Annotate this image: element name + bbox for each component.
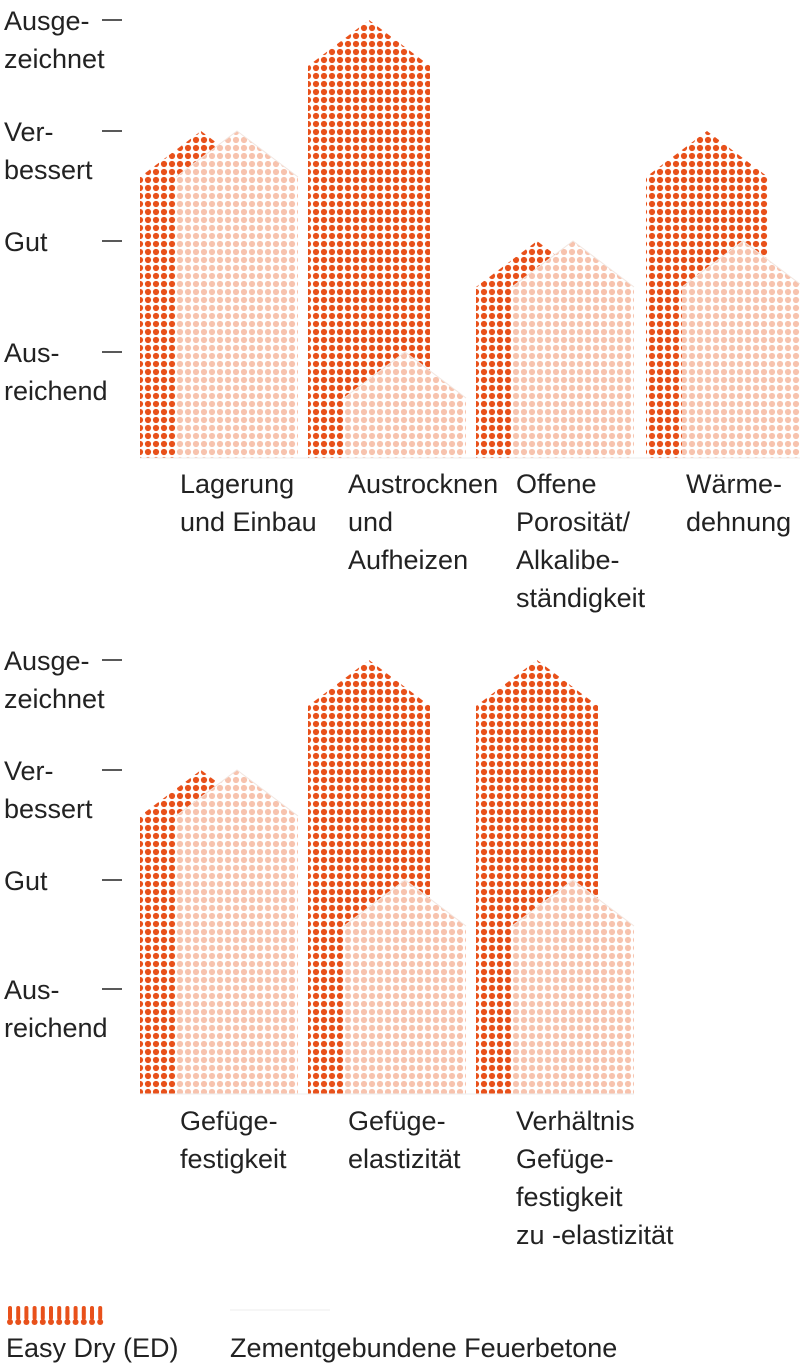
chart-panel-2: Aus-reichend Gut Ver-bessert Ausge-zeichnet… [4, 646, 674, 1250]
category-label: zu -elastizität [516, 1220, 674, 1250]
category-label: elastizität [348, 1144, 461, 1174]
y-tick-label: zeichnet [4, 44, 105, 74]
category-label: Wärme- [686, 469, 782, 499]
category-label: festigkeit [180, 1144, 287, 1174]
category-label: Alkalibe- [516, 545, 620, 575]
bar-cement-outline [175, 130, 299, 178]
category-label: und [348, 507, 393, 537]
legend-swatch-easy-dry [7, 1306, 104, 1325]
legend-label-easy-dry: Easy Dry (ED) [6, 1333, 179, 1363]
bar-group-1: Lagerung und Einbau [140, 130, 317, 537]
category-label: dehnung [686, 507, 791, 537]
category-label: Porosität/ [516, 507, 631, 537]
y-tick-label: Gut [4, 227, 48, 257]
category-label: Aufheizen [348, 545, 468, 575]
category-label: ständigkeit [516, 583, 646, 613]
bar-cement [512, 880, 634, 1094]
y-tick-label: reichend [4, 1013, 108, 1043]
category-label: Offene [516, 469, 597, 499]
legend-label-cement: Zementgebundene Feuerbetone [230, 1333, 617, 1363]
category-label: Gefüge- [516, 1144, 614, 1174]
category-label: festigkeit [516, 1182, 623, 1212]
bar-cement-outline [175, 769, 299, 817]
legend: Easy Dry (ED) Zementgebundene Feuerbetone [6, 1306, 617, 1363]
bar-cement [344, 352, 466, 458]
bar-easy-dry [308, 20, 430, 458]
y-tick-label: Ver- [4, 117, 54, 147]
bar-cement [176, 131, 298, 458]
y-tick-label: Ver- [4, 756, 54, 786]
chart-panel-1: Aus-reichend Gut Ver-bessert Ausge-zeichnet… [4, 6, 800, 613]
bar-group-4: Wärme-dehnung [646, 131, 800, 537]
y-tick-label: reichend [4, 376, 108, 406]
category-label: Lagerung [180, 469, 294, 499]
y-tick-label: zeichnet [4, 684, 105, 714]
bar-cement [682, 241, 800, 458]
y-tick-label: Ausge- [4, 646, 90, 676]
bar-group-3: Offene Porosität/Alkalibe-ständigkeit [476, 240, 646, 613]
bar-group-1: Gefüge-festigkeit [140, 769, 299, 1174]
y-tick-label: bessert [4, 155, 93, 185]
category-label: Gefüge- [348, 1106, 446, 1136]
y-tick-label: Aus- [4, 975, 60, 1005]
y-tick-label: bessert [4, 794, 93, 824]
bar-cement [176, 770, 298, 1094]
bar-group-2: Austrocknen und Aufheizen [308, 20, 498, 575]
category-label: Verhältnis [516, 1106, 635, 1136]
bar-cement-outline [681, 240, 800, 288]
bar-cement-outline [511, 879, 635, 927]
y-tick-label: Aus- [4, 338, 60, 368]
bar-cement-outline [343, 351, 467, 399]
bar-group-3: Verhältnis Gefüge-festigkeit zu -elastizit… [476, 660, 674, 1250]
y-tick-label: Gut [4, 866, 48, 896]
y-tick-label: Ausge- [4, 6, 90, 36]
bar-cement [512, 241, 634, 458]
category-label: und Einbau [180, 507, 317, 537]
bar-cement [344, 880, 466, 1094]
bar-group-2: Gefüge-elastizität [308, 660, 467, 1174]
category-label: Gefüge- [180, 1106, 278, 1136]
category-label: Austrocknen [348, 469, 498, 499]
bar-cement-outline [343, 879, 467, 927]
bar-cement-outline [511, 240, 635, 288]
